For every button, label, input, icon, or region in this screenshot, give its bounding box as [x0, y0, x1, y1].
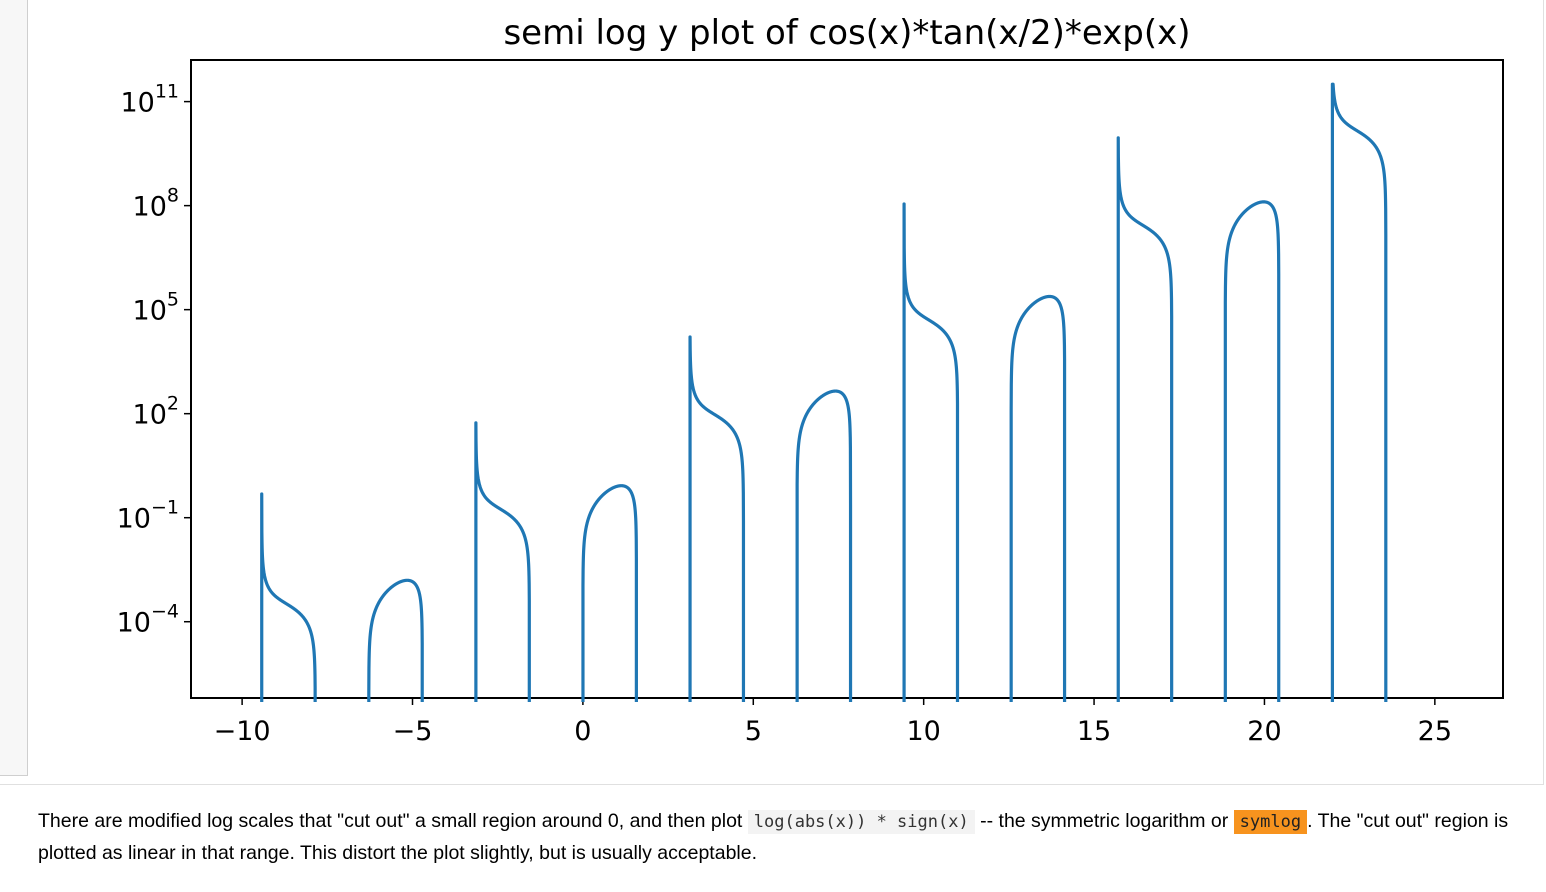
- series-segment: [1116, 136, 1174, 702]
- y-tick-label: 108: [133, 185, 179, 223]
- paragraph-text-middle: -- the symmetric logarithm or: [974, 810, 1234, 832]
- y-tick-exponent: 5: [167, 289, 179, 311]
- y-tick-label: 10−4: [117, 601, 179, 639]
- y-tick-label: 105: [133, 289, 179, 327]
- y-tick-base: 10: [120, 88, 154, 119]
- y-tick-label: 10−1: [117, 497, 179, 535]
- series-segment: [474, 421, 531, 702]
- series-segment: [1223, 200, 1281, 702]
- y-tick-exponent: 8: [167, 185, 179, 207]
- explanation-paragraph: There are modified log scales that "cut …: [38, 806, 1518, 869]
- y-tick-base: 10: [133, 296, 167, 327]
- y-tick-exponent: 2: [167, 393, 179, 415]
- x-tick-label: −10: [214, 716, 271, 747]
- series-segment: [581, 484, 638, 702]
- y-tick-base: 10: [117, 504, 151, 535]
- series-segment: [1009, 294, 1067, 702]
- y-tick-exponent: −1: [151, 497, 179, 519]
- y-tick-base: 10: [117, 608, 151, 639]
- y-tick-exponent: 11: [155, 81, 179, 103]
- y-tick-label: 1011: [120, 81, 179, 119]
- cell-prompt-strip: [0, 0, 28, 776]
- y-tick-exponent: −4: [151, 601, 179, 623]
- series-segment: [688, 335, 746, 702]
- x-tick-label: 25: [1418, 716, 1452, 747]
- chart: semi log y plot of cos(x)*tan(x/2)*exp(x…: [117, 13, 1504, 747]
- plot-frame: [190, 59, 1504, 699]
- code-log-abs-sign: log(abs(x)) * sign(x): [747, 810, 975, 834]
- paragraph-text-after: . The "cut out" region is plotted as lin…: [38, 810, 1509, 864]
- series-segment: [367, 578, 424, 702]
- y-tick-base: 10: [133, 192, 167, 223]
- x-tick-label: 0: [574, 716, 591, 747]
- series-segment: [795, 389, 853, 702]
- series-layer: [260, 82, 1388, 702]
- x-tick-label: 5: [745, 716, 762, 747]
- chart-title: semi log y plot of cos(x)*tan(x/2)*exp(x…: [503, 13, 1190, 53]
- paragraph-text-before: There are modified log scales that "cut …: [38, 810, 748, 832]
- y-tick-base: 10: [133, 400, 167, 431]
- output-cell: semi log y plot of cos(x)*tan(x/2)*exp(x…: [0, 0, 1544, 785]
- y-tick-label: 102: [133, 393, 179, 431]
- series-segment: [902, 202, 960, 702]
- x-tick-label: 20: [1247, 716, 1281, 747]
- code-symlog: symlog: [1233, 810, 1308, 834]
- x-tick-label: 15: [1077, 716, 1111, 747]
- x-axis-ticks: −10 −5 0 5 10 15 20 25: [214, 698, 1452, 747]
- series-segment: [1330, 82, 1388, 702]
- series-segment: [260, 492, 317, 702]
- x-tick-label: −5: [393, 716, 433, 747]
- x-tick-label: 10: [906, 716, 940, 747]
